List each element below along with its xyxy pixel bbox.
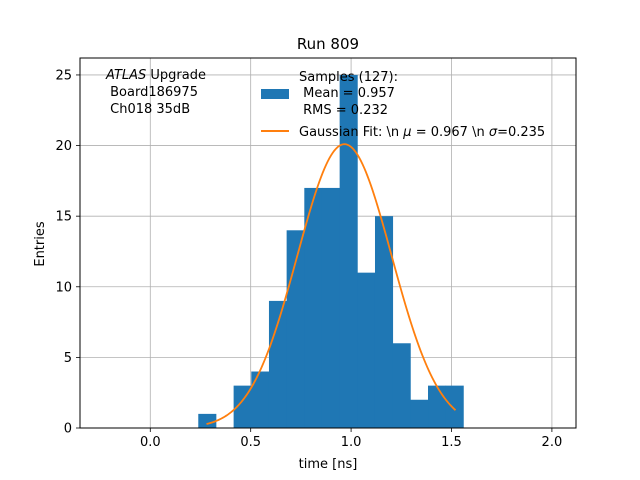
annotation-line-1: ATLAS Upgrade: [105, 68, 206, 83]
histogram-bar: [304, 187, 323, 428]
annotation-upgrade: Upgrade: [146, 68, 206, 83]
histogram-bar: [268, 300, 288, 428]
legend-histogram-line-1: Samples (127):: [299, 70, 398, 85]
annotation-line-2: Board186975: [106, 85, 198, 100]
x-tick-label: 1.0: [341, 435, 362, 450]
y-tick-label: 25: [55, 68, 72, 83]
y-tick-label: 15: [55, 210, 72, 225]
histogram-bar: [374, 216, 394, 428]
legend-histogram-line-3: RMS = 0.232: [299, 103, 388, 118]
chart-title: Run 809: [297, 35, 359, 53]
histogram-bar: [428, 385, 447, 428]
histogram-bars: [198, 74, 464, 428]
histogram-bar: [445, 385, 464, 428]
y-tick-label: 10: [55, 280, 72, 295]
legend-histogram-line-2: Mean = 0.957: [299, 86, 395, 101]
histogram-bar: [357, 272, 376, 428]
y-axis-label: Entries: [33, 221, 48, 267]
annotation-atlas: ATLAS: [105, 68, 146, 83]
y-tick-label: 20: [55, 139, 72, 154]
legend-fit-mu: μ: [402, 125, 411, 140]
histogram-bar: [339, 74, 358, 428]
histogram-bar: [392, 343, 411, 428]
x-axis-label: time [ns]: [299, 457, 358, 472]
atlas-annotation: ATLAS Upgrade Board186975 Ch018 35dB: [105, 68, 206, 117]
axis-ticks: 0.0 0.5 1.0 1.5 2.0 0 5 10 15 20 25: [55, 68, 562, 450]
histogram-bar: [321, 187, 341, 428]
histogram-bar: [410, 399, 429, 428]
histogram-bar: [198, 413, 217, 428]
y-tick-label: 0: [64, 422, 72, 437]
legend-histogram-swatch: [261, 89, 289, 99]
histogram-bar: [251, 371, 270, 428]
x-tick-label: 2.0: [542, 435, 563, 450]
legend-fit-part-1: Gaussian Fit: \n: [299, 125, 403, 140]
gaussian-fit-curve: [206, 143, 457, 425]
annotation-line-3: Ch018 35dB: [106, 102, 190, 117]
y-tick-label: 5: [64, 351, 72, 366]
x-tick-label: 0.5: [240, 435, 261, 450]
axes-frame: [79, 57, 577, 429]
x-tick-label: 1.5: [441, 435, 462, 450]
x-tick-label: 0.0: [140, 435, 161, 450]
gaussian-fit-line: [206, 143, 457, 425]
legend: Samples (127): Mean = 0.957 RMS = 0.232 …: [261, 70, 545, 140]
legend-fit-part-3: = 0.967 \n: [412, 125, 489, 140]
histogram-bar: [233, 385, 252, 428]
legend-fit-label: Gaussian Fit: \n μ = 0.967 \n σ=0.235: [299, 125, 545, 140]
legend-fit-part-5: =0.235: [497, 125, 545, 140]
legend-fit-sigma: σ: [489, 125, 498, 140]
